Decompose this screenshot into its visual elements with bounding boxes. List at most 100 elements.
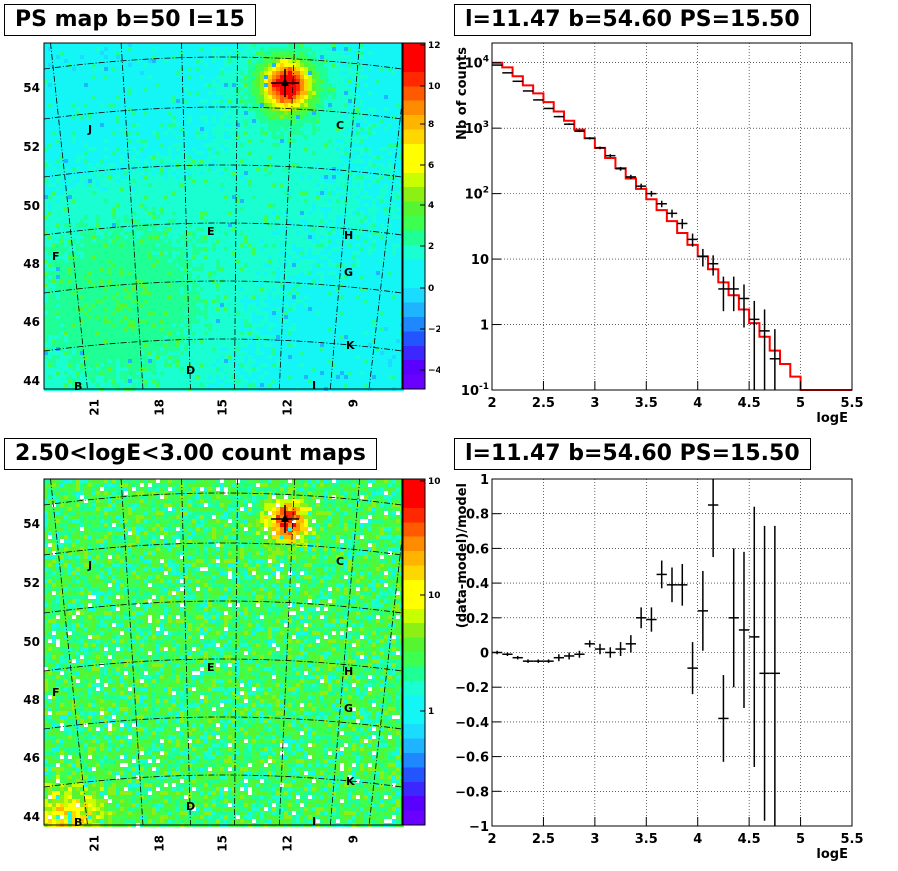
x-tick-label: 21 bbox=[88, 835, 102, 852]
region-label: D bbox=[186, 800, 195, 813]
map-frame bbox=[43, 478, 403, 826]
colorbar-tick-label: 2 bbox=[428, 242, 434, 252]
data-point bbox=[605, 154, 616, 158]
y-tick-label: 54 bbox=[23, 81, 40, 95]
colorbar-tick-label: −4 bbox=[428, 366, 440, 376]
data-point bbox=[533, 99, 544, 101]
y-tick-label: 10 bbox=[471, 253, 489, 268]
x-tick-label: 12 bbox=[281, 399, 295, 416]
y-tick-label: 54 bbox=[23, 517, 40, 531]
y-tick-label: −0.6 bbox=[455, 751, 489, 766]
region-label: F bbox=[52, 250, 60, 263]
residual-point bbox=[749, 506, 760, 768]
y-tick-label: 0.6 bbox=[466, 542, 489, 557]
y-tick-label: 46 bbox=[23, 751, 40, 765]
region-label: E bbox=[207, 661, 215, 674]
region-label: B bbox=[74, 816, 82, 829]
region-label: H bbox=[344, 229, 353, 242]
residual-point bbox=[738, 551, 750, 709]
graticule bbox=[43, 478, 410, 826]
data-point bbox=[656, 200, 667, 208]
residual-point bbox=[697, 570, 708, 651]
region-label: C bbox=[336, 555, 344, 568]
colorbar-tick-label: 10 bbox=[428, 82, 440, 92]
data-point bbox=[697, 248, 708, 267]
x-tick-label: 5 bbox=[796, 396, 805, 411]
colorbar-tick-label: 4 bbox=[428, 201, 434, 211]
colorbar-tick-label: 8 bbox=[428, 120, 434, 130]
x-tick-label: 3.5 bbox=[635, 396, 658, 411]
y-axis-label: (data-model)/model bbox=[455, 483, 470, 628]
data-point bbox=[553, 115, 564, 118]
region-label: H bbox=[344, 665, 353, 678]
data-point bbox=[738, 284, 750, 328]
y-tick-label: 0.2 bbox=[466, 612, 489, 627]
colorbar-tick-label: 12 bbox=[428, 41, 440, 51]
residual-panel: 2 2.5 3 3.5 4 4.5 5 5.5 1 0.8 0.6 0.4 0.2 0 −0.2 −0.4 −0… bbox=[440, 436, 898, 871]
data-point bbox=[666, 209, 678, 218]
spectrum-title: l=11.47 b=54.60 PS=15.50 bbox=[454, 4, 811, 36]
y-tick-label: −0.2 bbox=[455, 681, 489, 696]
data-point bbox=[769, 329, 780, 390]
residual-point bbox=[666, 567, 678, 603]
residual-point bbox=[718, 675, 729, 762]
residual-point bbox=[594, 643, 606, 655]
colorbar-frame bbox=[402, 478, 426, 826]
region-label: K bbox=[346, 339, 355, 352]
graticule bbox=[43, 42, 410, 390]
region-label: K bbox=[346, 775, 355, 788]
y-tick-label: 104 bbox=[465, 55, 489, 72]
map-frame bbox=[43, 42, 403, 390]
data-point bbox=[749, 300, 760, 390]
y-tick-label: −0.8 bbox=[455, 785, 489, 800]
y-tick-label: 50 bbox=[23, 199, 40, 213]
region-label: J bbox=[87, 123, 92, 136]
y-tick-label: 52 bbox=[23, 576, 40, 590]
x-tick-label: 3 bbox=[590, 832, 599, 847]
x-axis-label: logE bbox=[816, 411, 848, 426]
y-tick-label: −0.4 bbox=[455, 716, 489, 731]
residual-point bbox=[646, 607, 657, 632]
map-top-title: PS map b=50 l=15 bbox=[4, 4, 256, 36]
map-bottom-panel: J C E H F G K D B I 21 18 15 12 9 54 52 50 48 46 44 102 10 1 2.… bbox=[0, 436, 440, 856]
region-label: E bbox=[207, 225, 215, 238]
residual-point bbox=[656, 560, 667, 589]
y-tick-label: 0.8 bbox=[466, 508, 489, 523]
residual-point bbox=[605, 647, 616, 658]
data-point bbox=[728, 276, 739, 312]
residual-point bbox=[769, 525, 780, 826]
x-tick-label: 5.5 bbox=[840, 832, 863, 847]
y-tick-label: 48 bbox=[23, 257, 40, 271]
data-point bbox=[636, 183, 647, 189]
region-label: J bbox=[87, 559, 92, 572]
colorbar-tick-label: 0 bbox=[428, 284, 434, 294]
y-tick-label: 103 bbox=[465, 120, 489, 137]
residual-point bbox=[502, 652, 513, 656]
region-label: D bbox=[186, 364, 195, 377]
data-point bbox=[543, 107, 554, 110]
residual-point bbox=[708, 479, 719, 558]
residual-point bbox=[574, 650, 585, 658]
region-label: F bbox=[52, 686, 60, 699]
x-tick-label: 2.5 bbox=[532, 832, 555, 847]
y-tick-label: 48 bbox=[23, 693, 40, 707]
spectrum-panel: 2 2.5 3 3.5 4 4.5 5 5.5 104 103 102 10 1 10-1 logE Nb o… bbox=[440, 0, 898, 430]
y-tick-label: −1 bbox=[469, 820, 489, 835]
map-pixels bbox=[44, 479, 404, 827]
x-tick-label: 4.5 bbox=[738, 832, 761, 847]
data-point bbox=[522, 90, 534, 92]
y-tick-label: 46 bbox=[23, 315, 40, 329]
data-point bbox=[502, 72, 513, 74]
map-top-panel: J C E H F G K D B I 21 18 15 12 9 54 52 50 48 46 44 12 10 8 6 4 2 0… bbox=[0, 0, 440, 420]
residual-point bbox=[564, 652, 575, 660]
colorbar-tick-label: 6 bbox=[428, 161, 434, 171]
data-point bbox=[625, 174, 636, 180]
data-point bbox=[512, 80, 523, 83]
data-point bbox=[677, 218, 688, 229]
x-tick-label: 9 bbox=[347, 835, 361, 843]
data-point bbox=[492, 64, 503, 66]
grid bbox=[492, 479, 852, 826]
x-tick-label: 15 bbox=[216, 399, 230, 416]
colorbar bbox=[403, 479, 425, 826]
